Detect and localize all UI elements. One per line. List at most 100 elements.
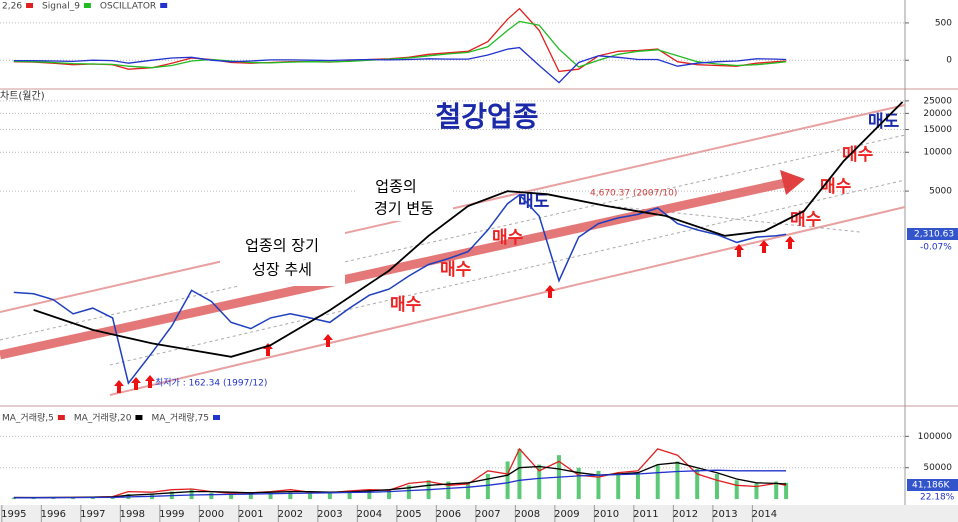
x-tick-label: 2012 (673, 509, 698, 520)
channel-line (109, 206, 906, 396)
buy-arrow (131, 377, 141, 390)
chart-title: 철강업종 (435, 100, 538, 133)
x-tick-label: 1997 (80, 509, 105, 520)
annotation: 업종의 (375, 178, 416, 196)
volume-bar (616, 473, 621, 500)
x-tick-label: 2011 (633, 509, 658, 520)
annotation: 성장 추세 (252, 261, 312, 279)
panel-label: 차트(월간) (0, 90, 45, 102)
buy-label: 매수 (820, 177, 852, 197)
volume-bar (754, 483, 759, 500)
legend-label: MA_거래량,5 (2, 412, 54, 424)
legend-label: MA_거래량,20 (74, 412, 132, 424)
legend-swatch (160, 3, 168, 8)
y-tick-label: 20000 (923, 109, 952, 119)
buy-arrow (734, 244, 744, 257)
annotation: 경기 변동 (374, 200, 434, 218)
x-tick-label: 1996 (41, 509, 66, 520)
change-label: -0.07% (920, 243, 952, 253)
series-line (13, 46, 787, 84)
channel-line (0, 134, 906, 341)
volume-bar (714, 473, 719, 500)
low-label: 최저가 : 162.34 (1997/12) (155, 378, 267, 389)
x-tick-label: 2008 (515, 509, 540, 520)
legend-swatch (135, 415, 143, 420)
volume-bar (71, 497, 76, 500)
y-tick-label: 25000 (923, 96, 952, 106)
volume-bar (209, 492, 214, 500)
volume-bar (268, 492, 273, 500)
buy-label: 매수 (390, 295, 422, 315)
y-tick-label: 50000 (923, 463, 952, 473)
y-tick-label: 5000 (929, 187, 952, 197)
x-tick-label: 2003 (317, 509, 342, 520)
x-tick-label: 2013 (712, 509, 737, 520)
legend-label: MA_거래량,75 (151, 412, 209, 424)
y-tick-label: 100000 (918, 432, 953, 442)
x-tick-label: 1995 (1, 509, 26, 520)
series-line (13, 447, 787, 499)
buy-label: 매수 (440, 260, 472, 280)
x-tick-label: 2014 (752, 509, 777, 520)
volume-bar (308, 492, 313, 500)
volume-bar (774, 481, 779, 500)
volume-bar (655, 464, 660, 500)
legend-swatch (57, 415, 65, 420)
legend-swatch (213, 415, 221, 420)
y-tick-label: 10000 (923, 148, 952, 158)
legend-label: OSCILLATOR (100, 2, 156, 12)
volume-bar (288, 491, 293, 500)
series-line (13, 7, 787, 73)
volume-bar (446, 481, 451, 500)
last-label-bg (907, 479, 958, 491)
series-line (13, 469, 787, 499)
last-label: 2,310.63 (914, 230, 954, 240)
buy-arrow (545, 285, 555, 298)
x-tick-label: 2010 (594, 509, 619, 520)
buy-label: 매수 (492, 228, 524, 248)
x-tick-label: 2002 (278, 509, 303, 520)
annotation: 업종의 장기 (245, 237, 319, 255)
volume-bar (367, 490, 372, 500)
buy-arrow (785, 236, 795, 249)
volume-bar (635, 472, 640, 500)
x-tick-label: 2000 (199, 509, 224, 520)
buy-arrow (145, 375, 155, 388)
series-line (13, 462, 787, 499)
buy-label: 매수 (790, 210, 822, 230)
x-tick-label: 2007 (475, 509, 500, 520)
channel-line (109, 179, 906, 366)
y-tick-label: 0 (946, 56, 952, 66)
volume-bar (734, 480, 739, 500)
x-tick-label: 2006 (436, 509, 461, 520)
volume-bar (576, 467, 581, 500)
volume-bar (695, 468, 700, 500)
annotation-box (355, 175, 453, 221)
buy-arrow (323, 334, 333, 347)
last-label-bg (907, 228, 958, 240)
y-tick-label: 15000 (923, 125, 952, 135)
buy-label: 매수 (842, 145, 874, 165)
x-tick-label: 2009 (554, 509, 579, 520)
legend-label: Signal_9 (42, 2, 80, 12)
annotation-box (220, 232, 345, 286)
volume-bar (675, 461, 680, 500)
volume-bar (406, 485, 411, 500)
trend-arrow-head (780, 170, 805, 195)
volume-bar (387, 489, 392, 500)
y-tick-label: 500 (935, 18, 952, 28)
x-tick-label: 2004 (357, 509, 382, 520)
volume-last-label: 41,186K (912, 481, 950, 491)
volume-bar (229, 494, 234, 500)
buy-arrow (114, 380, 124, 393)
legend-swatch (83, 3, 91, 8)
volume-bar (784, 482, 789, 500)
legend-label: 2,26 (2, 2, 22, 12)
volume-bar (248, 493, 253, 500)
volume-bar (51, 497, 56, 500)
trend-arrow (0, 178, 786, 360)
volume-bar (517, 448, 522, 500)
volume-bar (505, 461, 510, 500)
